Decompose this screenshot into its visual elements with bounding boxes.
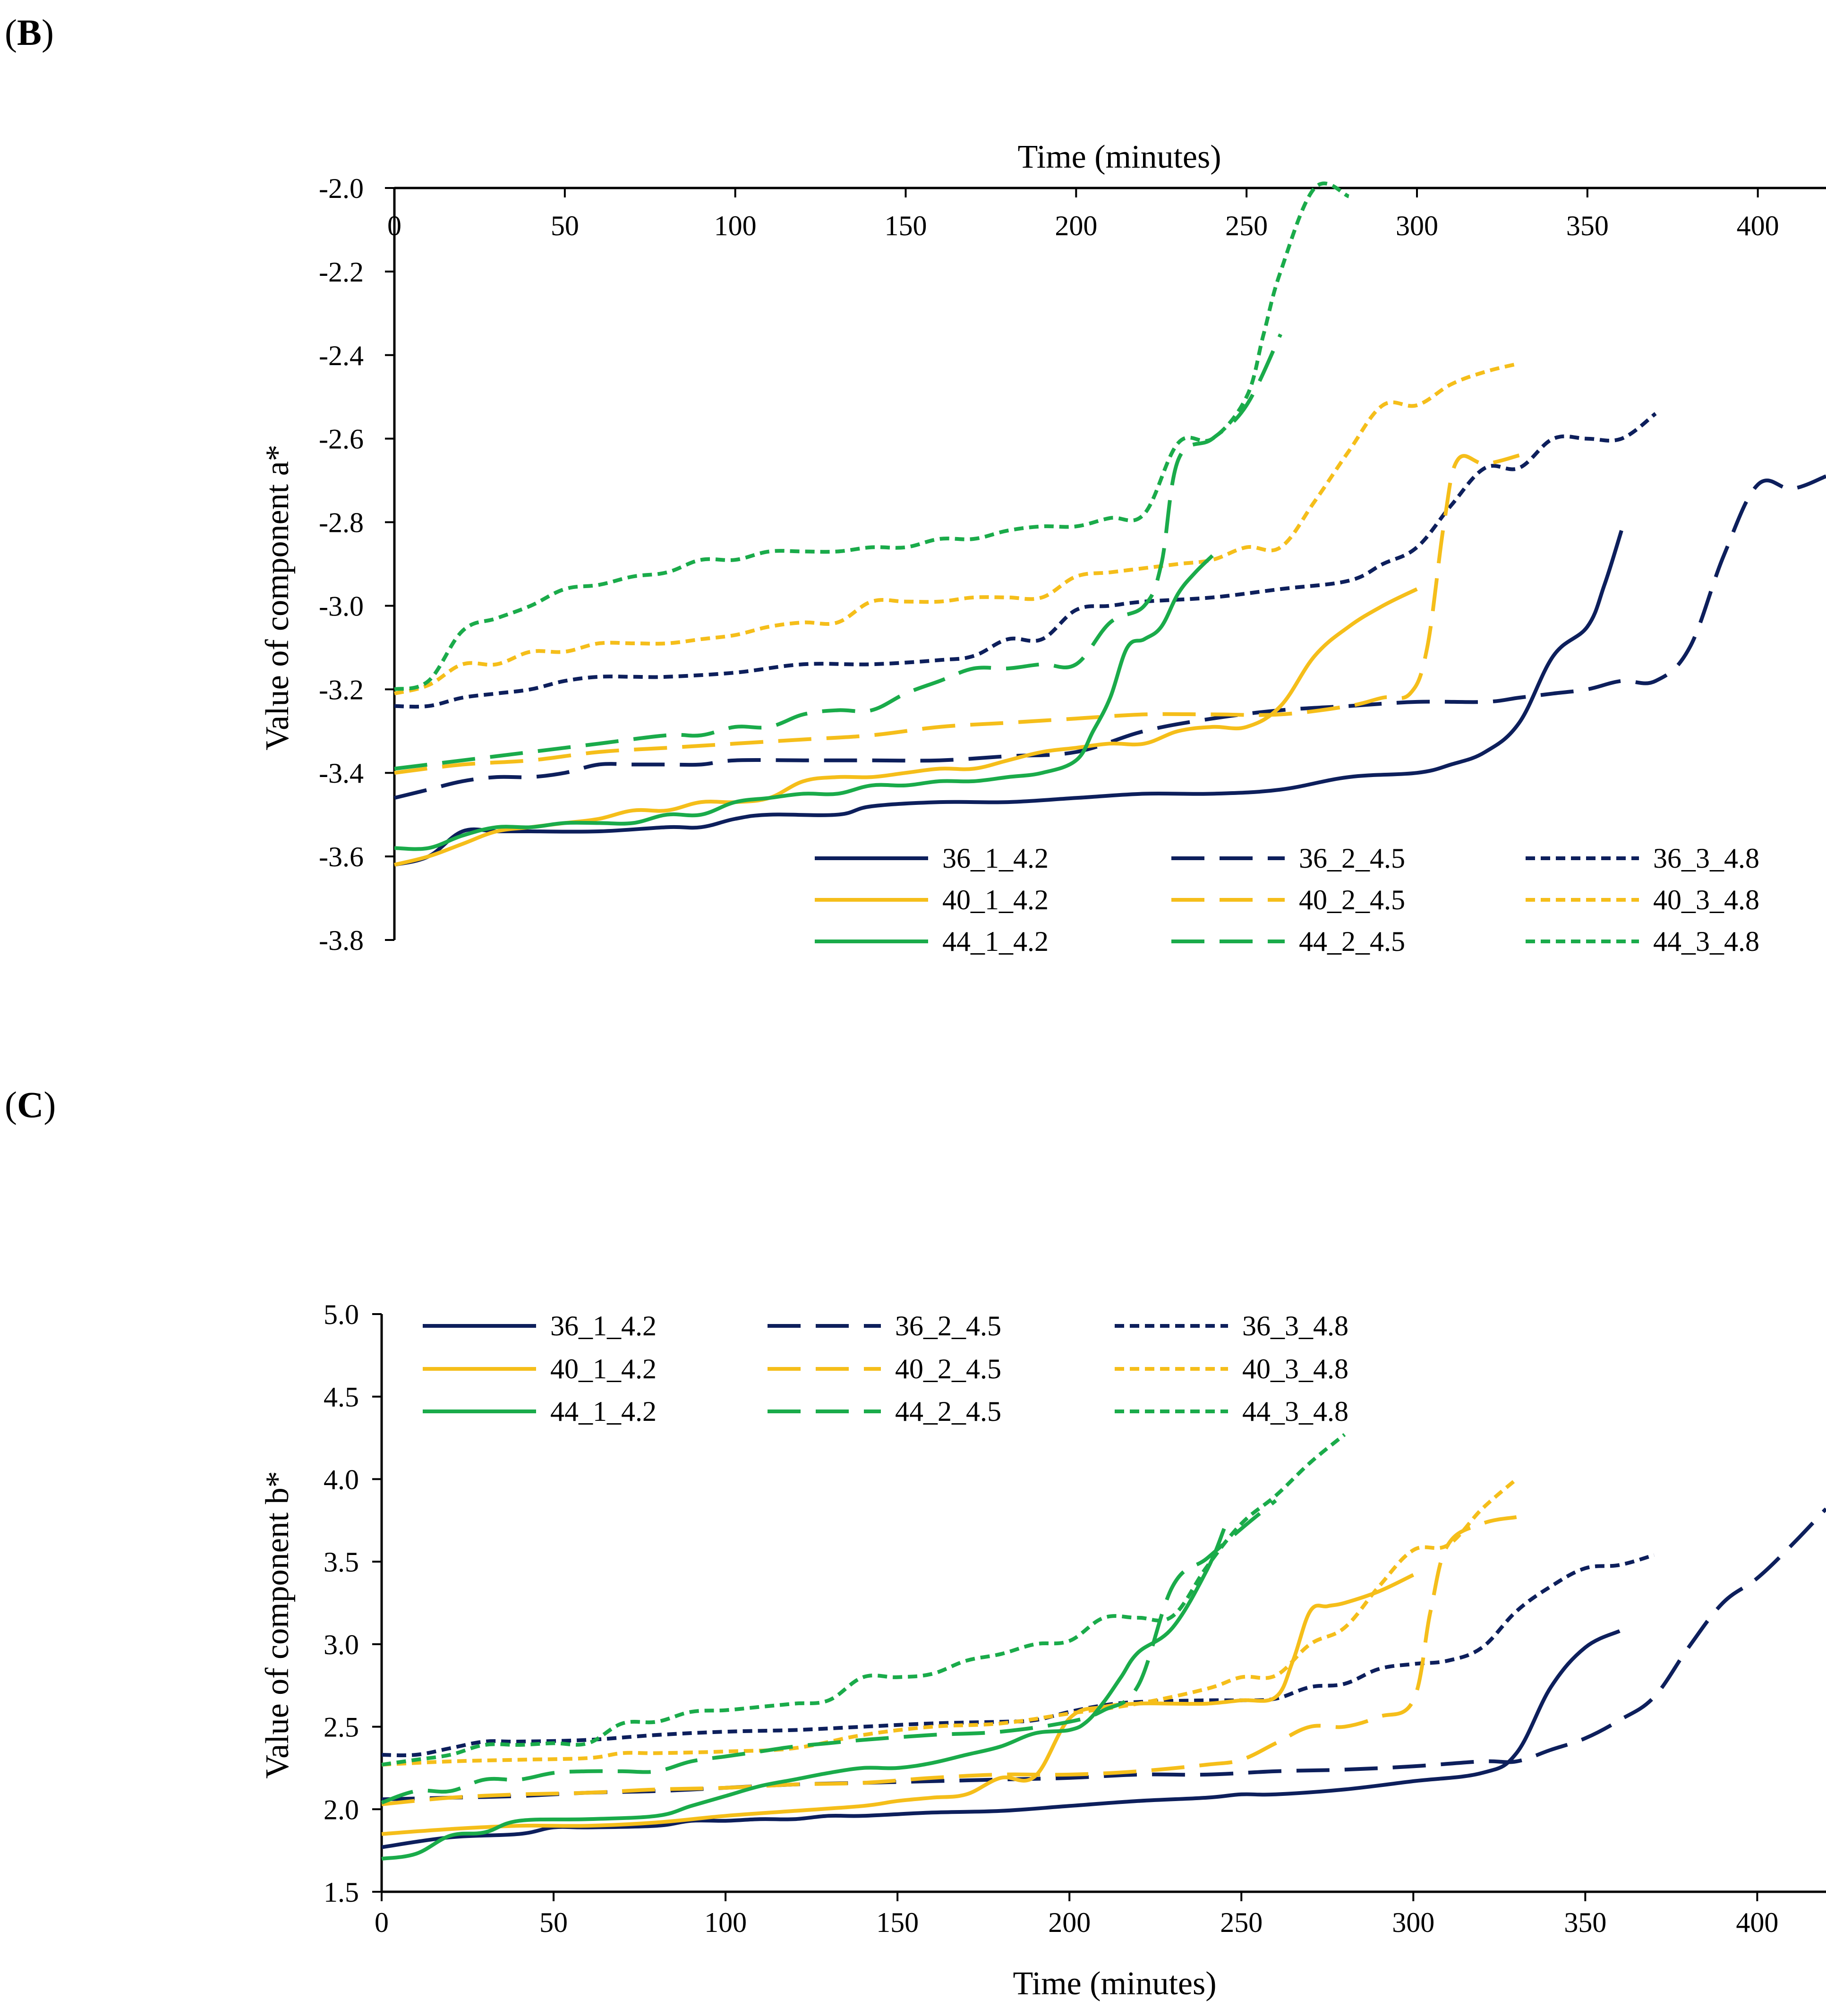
y-axis-title: Value of component a* — [259, 444, 296, 750]
y-tick-label: 1.5 — [324, 1877, 359, 1908]
panel-label-b: (B) — [5, 12, 54, 53]
series-line-44-3-4-8 — [381, 1433, 1346, 1767]
y-tick-label: 4.0 — [324, 1464, 359, 1495]
legend-label: 44_3_4.8 — [1242, 1396, 1348, 1427]
x-tick-label: 100 — [714, 210, 757, 241]
y-tick-label: -3.2 — [319, 674, 364, 705]
y-tick-labels: 1.5 2.0 2.5 3.0 3.5 4.0 4.5 5.0 — [324, 1299, 359, 1908]
series-line-40-3-4-8 — [394, 361, 1520, 696]
legend-label: 36_3_4.8 — [1242, 1310, 1348, 1341]
y-tick-label: -2.0 — [319, 173, 364, 204]
x-tick-label: 400 — [1736, 1907, 1778, 1938]
panel-label-c: (C) — [5, 1084, 56, 1125]
legend-label: 44_2_4.5 — [1299, 926, 1405, 957]
legend-label: 44_1_4.2 — [550, 1396, 657, 1427]
y-tick-label: -2.2 — [319, 256, 364, 288]
x-tick-labels: 0 50 100 150 200 250 300 350 400 — [375, 1907, 1778, 1938]
x-axis-title: Time (minutes) — [1017, 139, 1221, 175]
legend-label: 40_3_4.8 — [1242, 1353, 1348, 1384]
panel-b: (B) Time (minutes) Value of component a*… — [5, 12, 1826, 957]
x-tick-label: 250 — [1225, 210, 1268, 241]
axes — [372, 1313, 1826, 1901]
y-tick-label: -2.4 — [319, 340, 364, 371]
y-tick-label: -3.4 — [319, 758, 364, 789]
x-tick-label: 150 — [885, 210, 927, 241]
x-tick-label: 50 — [551, 210, 579, 241]
x-tick-label: 50 — [539, 1907, 568, 1938]
y-tick-label: 2.5 — [324, 1712, 359, 1743]
series-line-36-2-4-5 — [394, 474, 1826, 800]
x-axis-title: Time (minutes) — [1013, 1965, 1216, 2002]
legend-label: 36_2_4.5 — [895, 1310, 1001, 1341]
legend-label: 44_2_4.5 — [895, 1396, 1001, 1427]
series-line-36-1-4-2 — [394, 530, 1623, 867]
legend-label: 40_1_4.2 — [942, 884, 1049, 915]
x-tick-label: 0 — [375, 1907, 389, 1938]
series-line-44-1-4-2 — [381, 1528, 1226, 1861]
x-tick-label: 150 — [876, 1907, 919, 1938]
y-axis-title: Value of component b* — [259, 1471, 296, 1778]
x-tick-label: 400 — [1737, 210, 1779, 241]
x-tick-label: 200 — [1048, 1907, 1091, 1938]
legend-label: 36_3_4.8 — [1653, 843, 1759, 874]
series-line-44-1-4-2 — [394, 554, 1214, 851]
series-line-44-2-4-5 — [394, 333, 1282, 771]
legend-label: 40_2_4.5 — [895, 1353, 1001, 1384]
y-tick-label: 3.0 — [324, 1629, 359, 1660]
x-tick-label: 350 — [1564, 1907, 1606, 1938]
legend-label: 40_3_4.8 — [1653, 884, 1759, 915]
y-tick-label: 4.5 — [324, 1382, 359, 1413]
series-line-40-2-4-5 — [381, 1515, 1517, 1806]
series-lines — [381, 1433, 1826, 1861]
series-line-40-2-4-5 — [394, 453, 1520, 775]
x-tick-label: 350 — [1566, 210, 1609, 241]
y-tick-label: -2.6 — [319, 424, 364, 455]
y-tick-label: -3.6 — [319, 841, 364, 872]
series-lines — [394, 181, 1826, 867]
legend-label: 36_2_4.5 — [1299, 843, 1405, 874]
axes — [385, 187, 1826, 941]
x-tick-label: 300 — [1396, 210, 1438, 241]
y-tick-label: -2.8 — [319, 507, 364, 538]
y-tick-labels: -2.0 -2.2 -2.4 -2.6 -2.8 -3.0 -3.2 -3.4 -3.6 -3.8 — [319, 173, 364, 956]
y-tick-label: 3.5 — [324, 1546, 359, 1578]
x-tick-label: 250 — [1220, 1907, 1263, 1938]
series-line-44-3-4-8 — [394, 181, 1350, 692]
y-tick-label: -3.0 — [319, 590, 364, 622]
panel-c: (C) Time (minutes) Value of component b*… — [5, 1084, 1826, 2002]
legend-label: 44_1_4.2 — [942, 926, 1049, 957]
series-line-40-1-4-2 — [381, 1573, 1415, 1836]
series-line-40-3-4-8 — [381, 1478, 1518, 1767]
legend: 36_1_4.2 36_2_4.5 36_3_4.8 40_1_4.2 40_2_4.5… — [815, 843, 1759, 957]
legend-label: 36_1_4.2 — [550, 1310, 657, 1341]
legend-label: 40_1_4.2 — [550, 1353, 657, 1384]
y-tick-label: -3.8 — [319, 925, 364, 956]
x-tick-label: 200 — [1055, 210, 1097, 241]
legend-label: 36_1_4.2 — [942, 843, 1049, 874]
legend-label: 44_3_4.8 — [1653, 926, 1759, 957]
series-line-44-2-4-5 — [381, 1499, 1277, 1805]
series-line-36-3-4-8 — [394, 412, 1657, 709]
x-tick-label: 300 — [1392, 1907, 1434, 1938]
y-tick-label: 2.0 — [324, 1794, 359, 1825]
x-tick-label: 100 — [704, 1907, 747, 1938]
legend: 36_1_4.2 36_2_4.5 36_3_4.8 40_1_4.2 40_2_4.5… — [423, 1310, 1348, 1427]
y-tick-label: 5.0 — [324, 1299, 359, 1330]
legend-label: 40_2_4.5 — [1299, 884, 1405, 915]
series-line-36-2-4-5 — [381, 1507, 1826, 1802]
